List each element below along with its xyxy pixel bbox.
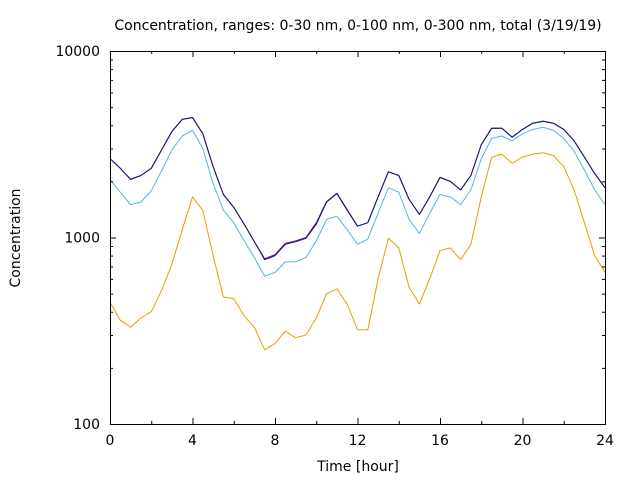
- x-tick-label: 8: [271, 433, 280, 449]
- y-tick-label: 100: [73, 417, 100, 433]
- x-tick-label: 24: [596, 433, 614, 449]
- ticks-layer: 0 4 8 12 16 20 24 100 1000 10000: [55, 44, 614, 449]
- chart-title: Concentration, ranges: 0-30 nm, 0-100 nm…: [114, 18, 601, 34]
- y-tick-label: 10000: [55, 44, 100, 60]
- series-layer: [109, 117, 606, 351]
- x-tick-label: 4: [188, 433, 197, 449]
- series-line-1: [109, 152, 606, 351]
- series-line-3: [109, 117, 606, 261]
- y-tick-label: 1000: [64, 231, 100, 247]
- series-line-2: [109, 126, 606, 277]
- series-line-4: [109, 117, 606, 260]
- x-tick-label: 16: [431, 433, 449, 449]
- y-axis-label: Concentration: [8, 188, 24, 287]
- x-tick-label: 0: [106, 433, 115, 449]
- x-axis-label: Time [hour]: [316, 459, 399, 475]
- x-tick-label: 20: [514, 433, 532, 449]
- x-tick-label: 12: [349, 433, 367, 449]
- plot-frame: [110, 51, 606, 425]
- series-line-5: [109, 117, 606, 261]
